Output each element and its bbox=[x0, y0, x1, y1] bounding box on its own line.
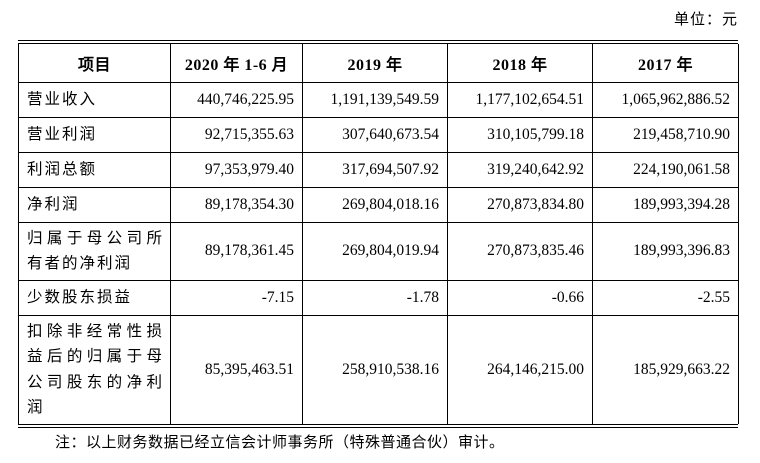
cell-value: 219,458,710.90 bbox=[592, 116, 739, 153]
row-label: 净利润 bbox=[18, 186, 171, 223]
cell-value: 224,190,061.58 bbox=[592, 151, 739, 188]
footnote: 注：以上财务数据已经立信会计师事务所（特殊普通合伙）审计。 bbox=[55, 435, 505, 451]
table-row: 扣除非经常性损益后的归属于母公司股东的净利润 85,395,463.51 258… bbox=[18, 314, 739, 424]
cell-value: 185,929,663.22 bbox=[592, 314, 739, 424]
column-header-2020h1: 2020 年 1-6 月 bbox=[170, 44, 303, 83]
row-label: 少数股东损益 bbox=[18, 279, 171, 316]
table-row: 利润总额 97,353,979.40 317,694,507.92 319,24… bbox=[18, 151, 739, 188]
table-row: 归属于母公司所有者的净利润 89,178,361.45 269,804,019.… bbox=[18, 221, 739, 281]
table-row: 少数股东损益 -7.15 -1.78 -0.66 -2.55 bbox=[18, 279, 739, 316]
row-label: 营业利润 bbox=[18, 116, 171, 153]
table-row: 净利润 89,178,354.30 269,804,018.16 270,873… bbox=[18, 186, 739, 223]
cell-value: 269,804,018.16 bbox=[302, 186, 448, 223]
column-header-item: 项目 bbox=[18, 44, 171, 83]
column-header-2017: 2017 年 bbox=[592, 44, 739, 83]
cell-value: 189,993,396.83 bbox=[592, 221, 739, 281]
unit-label: 单位：元 bbox=[673, 12, 738, 28]
cell-value: 1,065,962,886.52 bbox=[592, 81, 739, 118]
financial-table-container: 项目 2020 年 1-6 月 2019 年 2018 年 2017 年 营业收… bbox=[18, 40, 739, 428]
cell-value: 307,640,673.54 bbox=[302, 116, 448, 153]
cell-value: 189,993,394.28 bbox=[592, 186, 739, 223]
cell-value: 440,746,225.95 bbox=[170, 81, 303, 118]
cell-value: -7.15 bbox=[170, 279, 303, 316]
cell-value: 1,191,139,549.59 bbox=[302, 81, 448, 118]
cell-value: 89,178,354.30 bbox=[170, 186, 303, 223]
cell-value: -1.78 bbox=[302, 279, 448, 316]
cell-value: 319,240,642.92 bbox=[447, 151, 593, 188]
row-label: 扣除非经常性损益后的归属于母公司股东的净利润 bbox=[18, 314, 171, 424]
row-label: 营业收入 bbox=[18, 81, 171, 118]
cell-value: 310,105,799.18 bbox=[447, 116, 593, 153]
row-label: 归属于母公司所有者的净利润 bbox=[18, 221, 171, 281]
cell-value: -2.55 bbox=[592, 279, 739, 316]
row-label: 利润总额 bbox=[18, 151, 171, 188]
cell-value: 317,694,507.92 bbox=[302, 151, 448, 188]
cell-value: 269,804,019.94 bbox=[302, 221, 448, 281]
cell-value: 89,178,361.45 bbox=[170, 221, 303, 281]
table-header-row: 项目 2020 年 1-6 月 2019 年 2018 年 2017 年 bbox=[18, 44, 739, 83]
column-header-2019: 2019 年 bbox=[302, 44, 448, 83]
cell-value: 85,395,463.51 bbox=[170, 314, 303, 424]
cell-value: 1,177,102,654.51 bbox=[447, 81, 593, 118]
table-row: 营业收入 440,746,225.95 1,191,139,549.59 1,1… bbox=[18, 81, 739, 118]
cell-value: 92,715,355.63 bbox=[170, 116, 303, 153]
cell-value: 258,910,538.16 bbox=[302, 314, 448, 424]
column-header-2018: 2018 年 bbox=[447, 44, 593, 83]
cell-value: 270,873,834.80 bbox=[447, 186, 593, 223]
table-row: 营业利润 92,715,355.63 307,640,673.54 310,10… bbox=[18, 116, 739, 153]
cell-value: 270,873,835.46 bbox=[447, 221, 593, 281]
cell-value: -0.66 bbox=[447, 279, 593, 316]
cell-value: 97,353,979.40 bbox=[170, 151, 303, 188]
cell-value: 264,146,215.00 bbox=[447, 314, 593, 424]
financial-data-table: 项目 2020 年 1-6 月 2019 年 2018 年 2017 年 营业收… bbox=[18, 44, 739, 424]
